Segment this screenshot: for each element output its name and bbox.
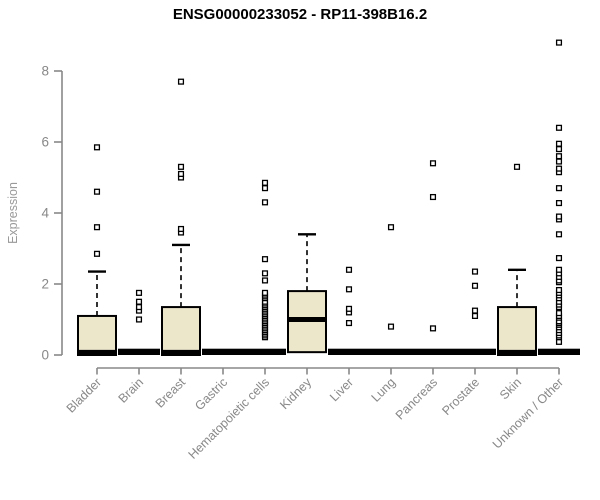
boxplot-pancreas	[412, 160, 454, 355]
outlier-point	[177, 78, 185, 85]
outlier-point	[261, 256, 269, 263]
outlier-point	[93, 250, 101, 257]
outlier-point	[471, 307, 479, 314]
boxplot-kidney	[287, 233, 327, 354]
outlier-point	[345, 286, 353, 293]
y-tick-label: 4	[41, 206, 49, 221]
outlier-point	[513, 163, 521, 170]
box	[77, 314, 117, 357]
boxplot-liver	[328, 266, 370, 355]
outlier-point	[261, 277, 269, 284]
x-tick-label-hematopoietic-cells: Hematopoietic cells	[186, 375, 273, 462]
y-tick-label: 0	[41, 348, 49, 363]
x-tick-label-liver: Liver	[327, 375, 356, 404]
boxplot-hematopoietic-cells	[244, 179, 286, 355]
outlier-point	[177, 170, 185, 178]
outlier-point	[135, 298, 143, 305]
outlier-point	[555, 146, 563, 153]
outlier-point	[261, 199, 269, 206]
outlier-point	[261, 179, 269, 186]
x-tick-label-gastric: Gastric	[192, 375, 230, 413]
outlier-point	[135, 289, 143, 296]
box	[497, 306, 537, 357]
outlier-point	[555, 165, 563, 172]
outlier-point	[555, 231, 563, 238]
outlier-point	[387, 224, 395, 231]
outlier-point	[471, 282, 479, 289]
flat-box	[370, 348, 412, 355]
flat-box	[454, 348, 496, 355]
outlier-point	[555, 286, 563, 294]
y-axis-label: Expression	[6, 182, 20, 244]
y-tick-label: 2	[41, 277, 49, 292]
outlier-point	[429, 193, 437, 201]
flat-box	[202, 348, 244, 355]
boxplot-breast	[161, 78, 201, 357]
outlier-point	[261, 270, 269, 277]
outlier-point	[429, 160, 437, 167]
outlier-point	[555, 140, 563, 147]
chart-title: ENSG00000233052 - RP11-398B16.2	[172, 6, 428, 23]
outlier-point	[555, 158, 563, 165]
y-tick-label: 6	[41, 135, 49, 150]
boxplot-gastric	[202, 348, 244, 355]
outlier-point	[555, 153, 563, 160]
outlier-point	[555, 124, 563, 131]
y-tick-label: 8	[41, 64, 49, 79]
outlier-point	[93, 224, 101, 231]
outlier-point	[555, 200, 563, 207]
x-tick-label-lung: Lung	[369, 375, 399, 405]
outlier-point	[345, 305, 353, 312]
boxplot-unknown-other	[538, 39, 580, 355]
outlier-point	[177, 225, 185, 233]
outlier-point	[177, 163, 185, 170]
flat-box	[328, 348, 370, 355]
boxplot-prostate	[454, 268, 496, 355]
x-tick-label-bladder: Bladder	[64, 375, 104, 415]
outlier-point	[555, 185, 563, 192]
x-tick-label-pancreas: Pancreas	[393, 375, 440, 422]
boxplot-skin	[497, 163, 537, 357]
outlier-point	[555, 39, 563, 46]
outlier-point	[471, 268, 479, 275]
x-tick-label-kidney: Kidney	[277, 375, 314, 412]
outlier-point	[93, 188, 101, 195]
outlier-point	[93, 144, 101, 151]
outlier-point	[261, 289, 269, 296]
outlier-point	[135, 304, 143, 311]
outlier-point	[555, 266, 563, 273]
flat-box	[244, 348, 286, 355]
box	[161, 306, 201, 357]
flat-box	[412, 348, 454, 355]
outlier-point	[345, 319, 353, 327]
boxplot-lung	[370, 224, 412, 355]
x-tick-label-brain: Brain	[116, 375, 147, 406]
y-axis: 0 2 4 6 8 Expression	[6, 64, 63, 363]
outlier-point	[387, 323, 395, 330]
x-tick-label-skin: Skin	[497, 375, 524, 402]
x-tick-label-prostate: Prostate	[439, 375, 482, 418]
outlier-point	[471, 312, 479, 319]
flat-box	[118, 348, 160, 355]
boxplot-bladder	[77, 144, 117, 357]
outlier-point	[429, 325, 437, 332]
outlier-point	[555, 310, 563, 317]
x-tick-label-breast: Breast	[153, 375, 189, 411]
x-tick-label-unknown-other: Unknown / Other	[490, 375, 566, 451]
outlier-point	[261, 185, 269, 192]
outlier-point	[555, 213, 563, 220]
outlier-point	[555, 255, 563, 262]
boxplot-brain	[118, 289, 160, 355]
flat-box	[538, 348, 580, 355]
outlier-point	[345, 266, 353, 273]
outlier-point	[135, 316, 143, 323]
